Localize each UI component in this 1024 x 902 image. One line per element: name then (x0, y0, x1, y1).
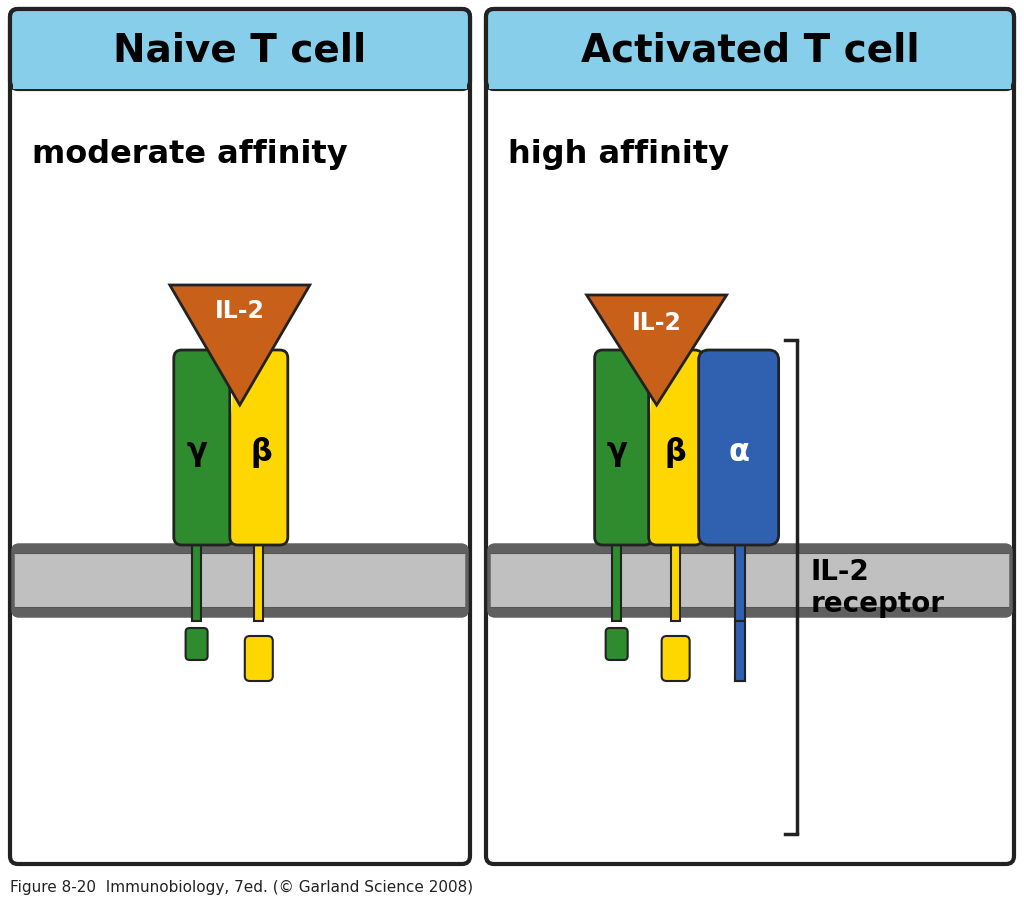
Bar (735, 546, 745, 621)
Bar (489, 608, 1011, 616)
FancyBboxPatch shape (174, 351, 233, 546)
Bar (13, 50, 467, 90)
FancyBboxPatch shape (698, 351, 778, 546)
Text: β: β (251, 437, 272, 467)
FancyBboxPatch shape (662, 636, 689, 681)
Bar (671, 546, 680, 621)
FancyBboxPatch shape (486, 10, 1014, 90)
Bar (489, 50, 1011, 90)
Bar (489, 546, 1011, 554)
Polygon shape (170, 286, 310, 406)
Bar (489, 554, 1011, 608)
FancyBboxPatch shape (486, 10, 1014, 864)
Text: Activated T cell: Activated T cell (581, 31, 920, 69)
Polygon shape (587, 296, 727, 406)
Polygon shape (648, 351, 652, 416)
Text: moderate affinity: moderate affinity (32, 139, 347, 170)
Bar (735, 676, 745, 681)
Text: α: α (728, 437, 750, 466)
Text: γ: γ (186, 437, 207, 466)
Bar (13, 608, 467, 616)
FancyBboxPatch shape (10, 10, 470, 90)
Polygon shape (229, 351, 233, 416)
Text: Figure 8-20  Immunobiology, 7ed. (© Garland Science 2008): Figure 8-20 Immunobiology, 7ed. (© Garla… (10, 879, 473, 894)
Text: high affinity: high affinity (508, 139, 729, 170)
Text: Naive T cell: Naive T cell (114, 31, 367, 69)
FancyBboxPatch shape (185, 629, 208, 660)
Text: IL-2: IL-2 (215, 299, 265, 323)
Text: IL-2: IL-2 (632, 310, 682, 335)
Bar (612, 546, 622, 621)
FancyBboxPatch shape (605, 629, 628, 660)
Text: IL-2
receptor: IL-2 receptor (811, 557, 945, 618)
FancyBboxPatch shape (229, 351, 288, 546)
Text: β: β (665, 437, 686, 467)
Bar (193, 546, 201, 621)
Bar (13, 546, 467, 554)
Bar (735, 621, 745, 681)
Bar (13, 554, 467, 608)
FancyBboxPatch shape (595, 351, 652, 546)
Bar (254, 546, 263, 621)
FancyBboxPatch shape (245, 636, 272, 681)
FancyBboxPatch shape (648, 351, 702, 546)
Text: γ: γ (606, 437, 627, 466)
FancyBboxPatch shape (10, 10, 470, 864)
